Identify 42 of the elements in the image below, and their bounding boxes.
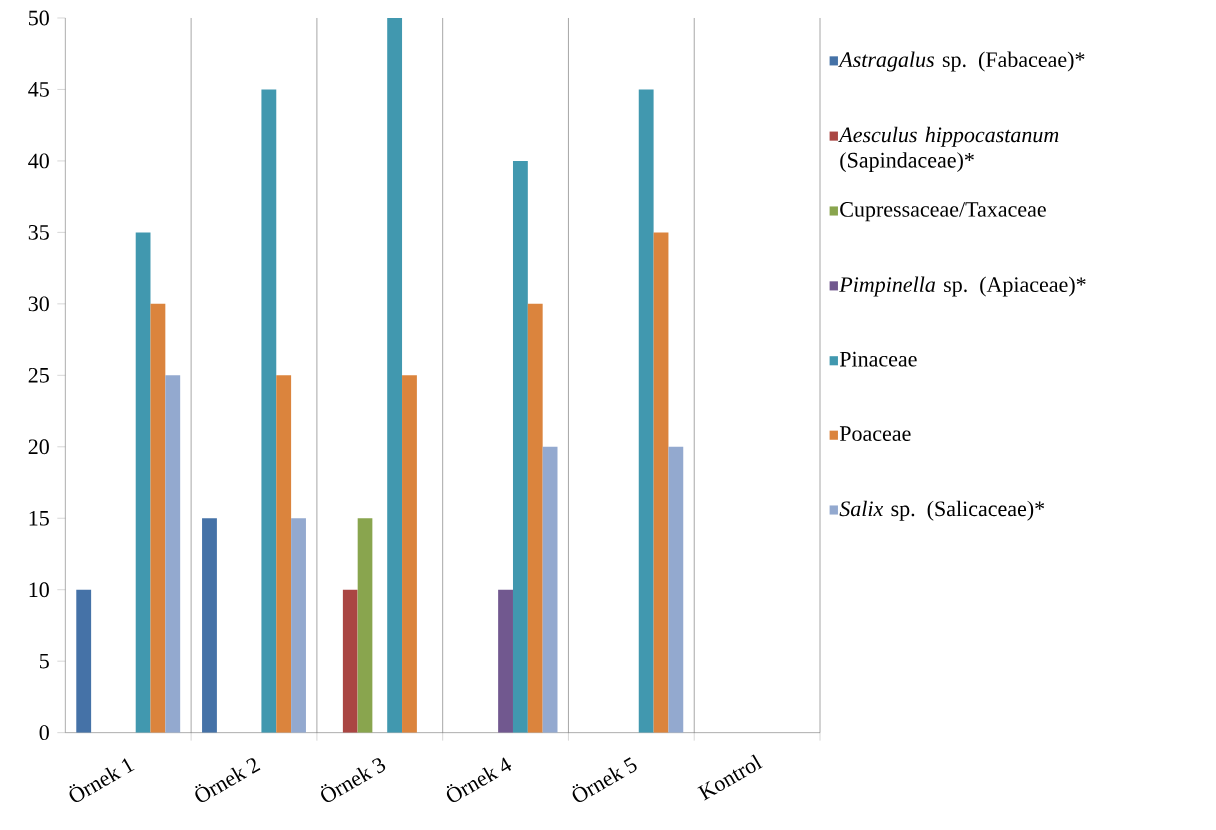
bar — [342, 589, 358, 733]
bar — [276, 375, 292, 733]
x-tick-label: Örnek 5 — [572, 757, 637, 802]
bar — [498, 589, 513, 733]
bar — [165, 375, 181, 733]
legend-label: Poaceae — [839, 426, 911, 441]
bar — [76, 589, 92, 733]
bar — [668, 446, 684, 733]
y-tick-label: 0 — [39, 725, 49, 741]
y-tick-label: 45 — [28, 82, 49, 97]
y-tick-label: 5 — [40, 653, 49, 669]
bar — [402, 375, 417, 733]
y-tick-label: 50 — [29, 10, 49, 26]
bar — [135, 232, 151, 733]
bar — [261, 89, 277, 733]
legend-label: Astragalus sp. (Fabaceae)* — [838, 51, 1085, 72]
bar — [512, 160, 528, 733]
y-tick-label: 30 — [28, 296, 49, 312]
legend-label: Cupressaceae/Taxaceae — [840, 202, 1046, 222]
bar — [387, 17, 403, 733]
bar — [202, 518, 217, 733]
y-tick-label: 15 — [29, 510, 49, 526]
x-tick-label: Örnek 1 — [69, 758, 135, 802]
y-tick-label: 35 — [28, 224, 49, 240]
bar — [357, 518, 373, 733]
y-tick-label: 20 — [28, 439, 49, 455]
y-tick-label: 25 — [28, 367, 49, 383]
legend-label: Pimpinella sp. (Apiaceae)* — [839, 276, 1086, 297]
bar — [291, 518, 306, 733]
x-tick-label: Örnek 4 — [446, 757, 512, 802]
bar — [527, 303, 543, 733]
x-tick-label: Örnek 2 — [195, 758, 261, 802]
bar — [542, 446, 558, 733]
legend-label: Aesculus hippocastanum (Sapindaceae)* — [838, 126, 1059, 173]
y-tick-label: 40 — [28, 153, 49, 169]
bar — [638, 89, 654, 733]
legend-label: Pinaceae — [839, 351, 917, 367]
bar — [150, 303, 166, 733]
bar — [653, 232, 669, 733]
legend-label: Salix sp. (Salicaceae)* — [839, 500, 1045, 521]
x-tick-label: Örnek 3 — [321, 758, 386, 802]
y-tick-label: 10 — [29, 582, 49, 598]
